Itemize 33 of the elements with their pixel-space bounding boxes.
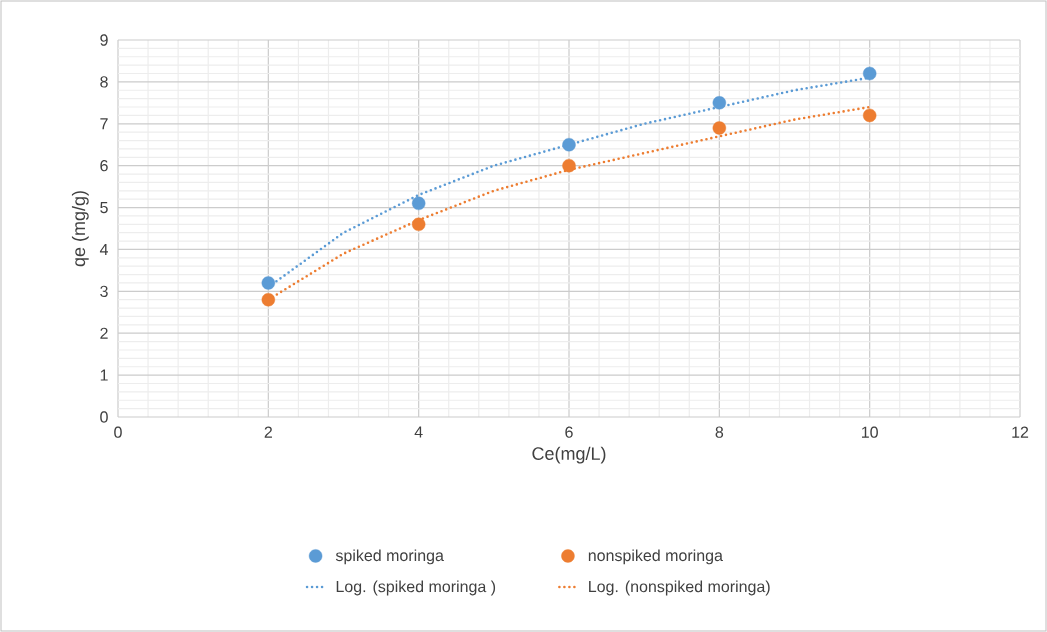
x-axis-title: Ce(mg/L): [532, 446, 606, 464]
y-tick-label: 3: [100, 285, 108, 297]
legend-label: nonspiked moringa: [588, 549, 723, 565]
y-tick-label: 8: [100, 76, 108, 88]
legend-label: spiked moringa: [335, 549, 444, 565]
point: [712, 121, 727, 135]
y-tick-label: 7: [100, 118, 108, 130]
y-tick-label: 4: [99, 243, 108, 255]
x-tick-label: 4: [414, 426, 423, 438]
point: [562, 138, 576, 152]
x-tick-label: 0: [114, 426, 122, 438]
y-tick-label: 6: [100, 160, 108, 172]
point: [411, 196, 426, 211]
point: [862, 66, 877, 81]
x-tick-label: 6: [565, 426, 573, 438]
y-axis-title: qe (mg/g): [71, 191, 89, 267]
y-tick-label: 5: [100, 201, 108, 214]
point: [562, 158, 576, 173]
point: [862, 108, 877, 123]
x-tick-label: 2: [264, 426, 272, 438]
x-tick-label: 8: [715, 426, 724, 438]
point: [261, 293, 276, 307]
point: [261, 276, 276, 290]
y-tick-label: 1: [100, 369, 108, 381]
y-tick-label: 0: [100, 411, 108, 423]
x-tick-label: 12: [1012, 426, 1029, 438]
legend-label: Log. (nonspiked moringa): [589, 580, 770, 596]
x-tick-label: 10: [862, 426, 878, 438]
legend-label: Log. (spiked moringa ): [336, 580, 496, 596]
y-tick-label: 9: [100, 34, 108, 46]
point: [411, 217, 426, 232]
y-tick-label: 2: [100, 327, 108, 339]
point: [712, 96, 727, 110]
